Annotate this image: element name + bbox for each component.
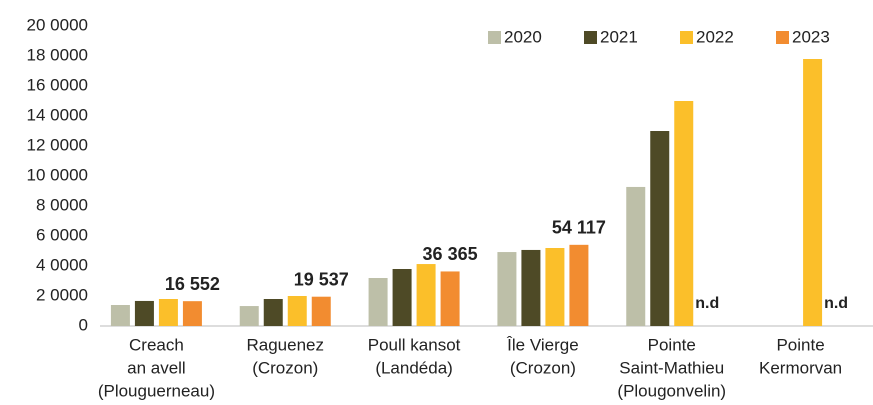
bar [287,296,307,326]
y-tick-label: 2 0000 [36,285,88,304]
bar [497,252,517,326]
value-label: n.d [695,295,719,312]
bar [569,244,589,326]
legend-label: 2023 [792,27,830,46]
value-label: n.d [824,295,848,312]
y-tick-label: 0 [79,315,88,334]
legend-label: 2020 [504,27,542,46]
x-tick-label: (Plougonvelin) [617,381,726,400]
x-tick-label: (Crozon) [510,358,576,377]
bar [368,278,388,326]
bar [311,296,331,326]
bar [521,249,541,326]
x-tick-label: (Crozon) [252,358,318,377]
y-tick-label: 18 0000 [27,45,88,64]
value-label: 16 552 [165,274,220,294]
bar [440,271,460,326]
bar [239,306,259,326]
x-tick-label: Saint-Mathieu [619,358,724,377]
y-tick-label: 20 0000 [27,15,88,34]
y-tick-label: 14 0000 [27,105,88,124]
legend-swatch [776,31,789,44]
value-label: 54 117 [552,218,606,238]
bar [626,186,646,326]
bar [803,59,823,326]
x-tick-label: Kermorvan [759,358,842,377]
x-tick-label: Poull kansot [368,335,461,354]
x-tick-label: an avell [127,358,186,377]
bar [110,305,130,326]
bar [416,264,436,326]
x-tick-label: Île Vierge [506,335,579,354]
x-tick-label: Creach [129,335,184,354]
value-label: 19 537 [294,269,349,289]
legend-swatch [584,31,597,44]
legend-swatch [680,31,693,44]
y-tick-label: 16 0000 [27,75,88,94]
bar [392,269,412,326]
y-tick-label: 10 0000 [27,165,88,184]
bar [158,299,178,326]
y-tick-label: 6 0000 [36,225,88,244]
bar [263,299,283,326]
value-label: 36 365 [423,244,478,264]
x-tick-label: Pointe [648,335,696,354]
y-tick-label: 8 0000 [36,195,88,214]
legend-swatch [488,31,501,44]
x-tick-label: Pointe [776,335,824,354]
bar [674,101,694,326]
bar [134,300,154,326]
y-tick-label: 4 0000 [36,255,88,274]
legend-label: 2021 [600,27,638,46]
bar [650,131,670,326]
x-tick-label: Raguenez [246,335,324,354]
bar [545,248,565,326]
x-tick-label: (Plouguerneau) [98,381,215,400]
x-tick-label: (Landéda) [375,358,453,377]
y-tick-label: 12 0000 [27,135,88,154]
legend-label: 2022 [696,27,734,46]
bar [182,301,202,326]
